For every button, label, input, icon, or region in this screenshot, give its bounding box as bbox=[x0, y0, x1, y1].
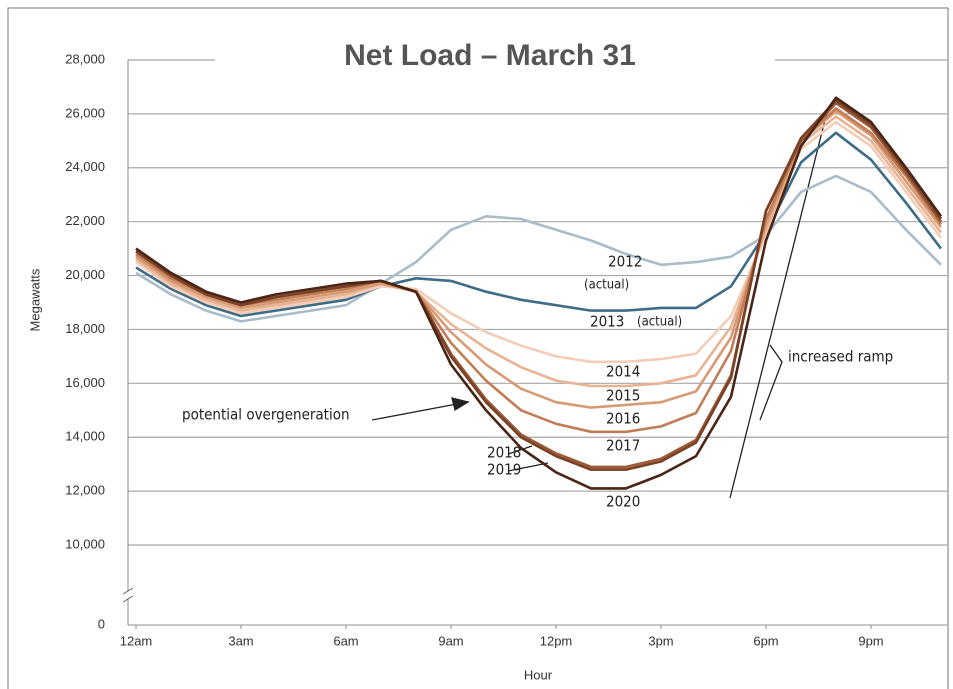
annotation: increased ramp bbox=[788, 348, 893, 366]
y-tick-label: 10,000 bbox=[65, 536, 105, 551]
y-tick-label: 24,000 bbox=[65, 159, 105, 174]
series-label: 2020 bbox=[606, 493, 640, 511]
x-tick-label: 9am bbox=[438, 633, 463, 648]
y-tick-label: 0 bbox=[98, 616, 105, 631]
series-label: 2017 bbox=[606, 437, 640, 455]
y-tick-label: 28,000 bbox=[65, 51, 105, 66]
series-line bbox=[135, 115, 943, 388]
axis-break-gap bbox=[122, 591, 134, 599]
annotation: (actual) bbox=[637, 315, 682, 330]
y-tick-label: 22,000 bbox=[65, 213, 105, 228]
series-line bbox=[135, 99, 943, 471]
x-tick-label: 12am bbox=[120, 633, 153, 648]
arrow bbox=[371, 402, 463, 421]
ramp-bracket bbox=[759, 344, 783, 421]
y-axis-label: Megawatts bbox=[27, 268, 42, 331]
x-tick-label: 6am bbox=[333, 633, 358, 648]
series-label: 2019 bbox=[487, 461, 521, 479]
series-label: 2014 bbox=[606, 363, 640, 381]
chart-title: Net Load – March 31 bbox=[344, 39, 636, 72]
x-tick-label: 9pm bbox=[858, 633, 883, 648]
arrowhead bbox=[451, 397, 470, 412]
series-line bbox=[135, 120, 943, 364]
annotation: potential overgeneration bbox=[182, 406, 350, 424]
series-label: 2018 bbox=[487, 444, 521, 462]
series-label: 2016 bbox=[606, 410, 640, 428]
axis-break-mark bbox=[122, 587, 134, 595]
y-tick-label: 26,000 bbox=[65, 105, 105, 120]
series-label: 2013 bbox=[590, 313, 624, 331]
x-axis-label: Hour bbox=[524, 667, 553, 682]
x-tick-label: 12pm bbox=[540, 633, 573, 648]
y-tick-label: 18,000 bbox=[65, 321, 105, 336]
ramp-line bbox=[729, 107, 829, 499]
x-tick-label: 6pm bbox=[753, 633, 778, 648]
title-backdrop bbox=[215, 38, 775, 78]
x-tick-label: 3am bbox=[228, 633, 253, 648]
annotation-arrows bbox=[371, 107, 829, 499]
y-tick-label: 20,000 bbox=[65, 267, 105, 282]
grid bbox=[122, 59, 948, 626]
y-tick-label: 12,000 bbox=[65, 483, 105, 498]
axis-break-mark bbox=[122, 595, 134, 603]
frame bbox=[7, 7, 949, 689]
series-line bbox=[135, 96, 943, 490]
annotation: (actual) bbox=[584, 278, 629, 293]
series-line bbox=[135, 131, 943, 318]
x-tick-label: 3pm bbox=[648, 633, 673, 648]
series-label: 2015 bbox=[606, 387, 640, 405]
y-tick-label: 14,000 bbox=[65, 429, 105, 444]
leader-line bbox=[507, 445, 533, 455]
y-tick-label: 16,000 bbox=[65, 375, 105, 390]
leader-line bbox=[507, 462, 549, 472]
series-line bbox=[135, 174, 942, 323]
series-label: 2012 bbox=[608, 253, 642, 271]
